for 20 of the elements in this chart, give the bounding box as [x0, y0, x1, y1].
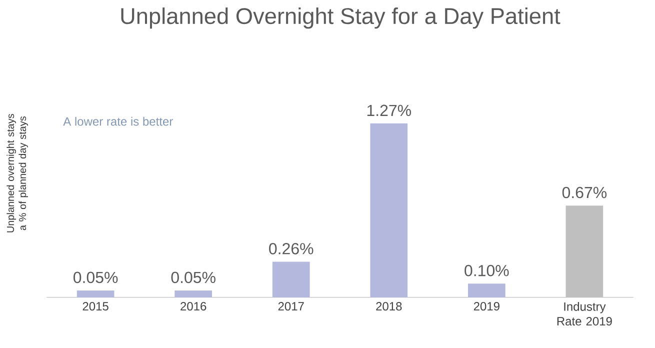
- x-tick-label: Industry Rate 2019: [557, 302, 612, 326]
- data-label: 1.27%: [367, 104, 411, 116]
- data-label: 0.10%: [464, 264, 509, 276]
- x-tick-label: 2017: [278, 302, 304, 311]
- annotation: A lower rate is better: [63, 116, 173, 126]
- data-label: 0.05%: [74, 272, 118, 284]
- bar: [76, 290, 114, 298]
- bar: [174, 290, 212, 298]
- x-tick-label: 2018: [376, 302, 402, 311]
- bar: [468, 284, 506, 298]
- y-axis-title: Unplanned overnight stays a % of planned day stays: [6, 114, 28, 232]
- bar: [272, 262, 310, 298]
- data-label: 0.05%: [171, 272, 216, 284]
- chart-title: Unplanned Overnight Stay for a Day Patient: [121, 7, 560, 29]
- x-tick-label: 2019: [474, 302, 500, 311]
- data-label: 0.26%: [269, 243, 314, 254]
- x-tick-label: 2016: [180, 302, 206, 311]
- x-tick-label: 2015: [82, 302, 108, 311]
- data-label: 0.67%: [562, 186, 607, 198]
- bar: [370, 123, 408, 298]
